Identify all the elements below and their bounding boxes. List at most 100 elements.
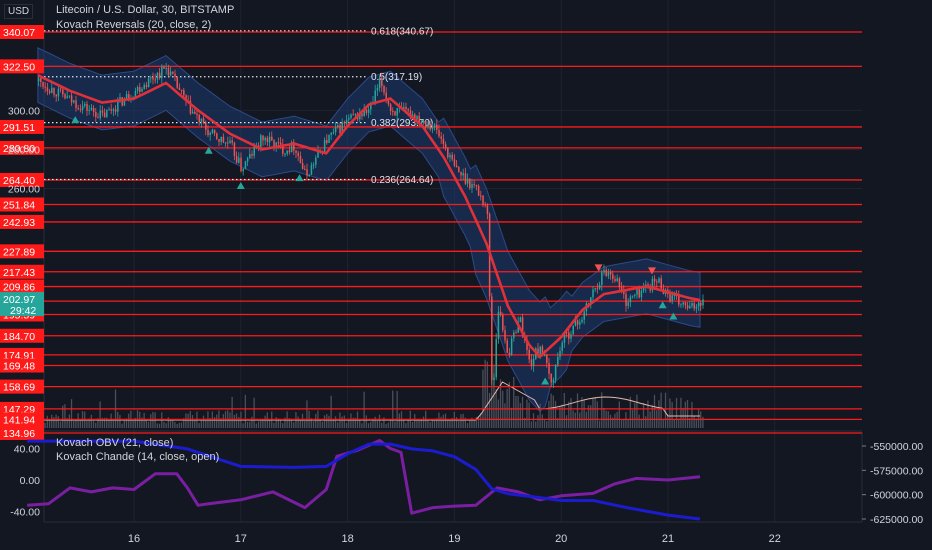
volume-bar (480, 412, 482, 428)
candle-body (570, 334, 572, 339)
candle-body (521, 317, 524, 336)
volume-bar (612, 417, 614, 428)
horizontal-levels: 340.07 322.50 291.51 280.80 264.40 251.84 242.… (0, 25, 862, 440)
volume-bar (623, 419, 625, 428)
volume-bar (279, 419, 282, 428)
indicator-legend[interactable]: Kovach Reversals (20, close, 2) (56, 19, 212, 31)
level-label-bg (0, 264, 44, 279)
volume-bar (97, 418, 99, 428)
volume-bar (57, 416, 59, 428)
candle-body (462, 173, 464, 176)
candle-body (147, 78, 150, 87)
time-tick-label: 21 (662, 533, 674, 545)
volume-bar (95, 422, 97, 428)
candle-body (510, 338, 513, 355)
candle-body (348, 118, 350, 120)
candle-body (244, 161, 247, 169)
candle-body (383, 86, 385, 93)
volume-bar (238, 416, 240, 428)
candle-body (605, 269, 607, 276)
candle-body (350, 114, 352, 119)
candle-body (306, 169, 308, 176)
volume-bar (524, 417, 526, 428)
candle-body (636, 289, 638, 295)
candle-body (191, 111, 194, 114)
level-label-bg (0, 197, 44, 212)
volume-bar (653, 394, 656, 428)
reversal-up-marker (204, 146, 213, 154)
candle-body (238, 157, 240, 163)
volume-bar (312, 421, 315, 428)
candle-body (273, 140, 275, 148)
volume-bar (673, 419, 675, 428)
candle-body (231, 140, 233, 143)
volume-bar (112, 420, 114, 428)
candle-body (416, 116, 418, 120)
candle-body (583, 311, 585, 320)
volume-bar (273, 422, 275, 428)
candle-body (530, 359, 533, 367)
candle-body (682, 302, 684, 305)
currency-button[interactable]: USD (4, 4, 34, 19)
volume-bar (359, 420, 361, 428)
volume-bar (86, 420, 88, 428)
candle-body (546, 355, 548, 364)
level-label: 251.84 (3, 199, 35, 211)
level-label-bg (0, 59, 44, 74)
candle-body (572, 325, 574, 335)
volume-bar (574, 412, 576, 428)
chande-legend[interactable]: Kovach Chande (14, close, open) (56, 451, 220, 463)
candle-body (387, 100, 390, 105)
candle-body (150, 77, 152, 79)
candle-body (601, 272, 603, 285)
volume-bar (499, 379, 502, 428)
volume-bar (473, 419, 475, 428)
candle-body (279, 142, 282, 145)
obv-legend[interactable]: Kovach OBV (21, close) (56, 437, 174, 449)
volume-bar (92, 420, 95, 428)
candle-body (609, 271, 612, 275)
volume-bar (290, 418, 293, 428)
volume-bar (411, 421, 414, 428)
candle-body (293, 141, 295, 151)
candle-body (211, 129, 214, 133)
kovach-band (37, 46, 701, 413)
level-label-bg (0, 379, 44, 394)
candle-body (339, 125, 341, 134)
volume-bar (209, 418, 211, 428)
candle-body (323, 140, 326, 153)
candle-body (671, 295, 673, 302)
candle-body (528, 349, 530, 360)
volume-bar (191, 415, 194, 428)
volume-bar (455, 417, 458, 428)
volume-bar (636, 394, 638, 428)
volume-bar (51, 414, 53, 428)
kovach-band-area (37, 46, 701, 413)
candle-body (251, 154, 253, 156)
candle-body (596, 288, 599, 290)
candle-body (365, 109, 368, 113)
time-tick-label: 16 (128, 533, 140, 545)
volume-bar (464, 417, 466, 428)
volume-bar (614, 413, 616, 428)
candle-body (702, 299, 704, 306)
volume-bar (449, 420, 451, 428)
volume-bar (220, 418, 222, 428)
candle-body (480, 195, 482, 197)
volume-bar (671, 402, 673, 428)
candle-body (700, 302, 702, 306)
candle-body (103, 112, 106, 118)
candle-body (84, 103, 86, 106)
obv-tick-label: -575000.00 (870, 465, 923, 477)
candle-body (92, 107, 95, 112)
level-label-bg (0, 328, 44, 343)
candle-body (603, 269, 605, 273)
volume-bar (493, 364, 495, 428)
volume-bar (141, 417, 143, 428)
volume-bar (603, 407, 605, 428)
volume-bar (675, 398, 678, 428)
candle-body (693, 303, 695, 309)
candle-body (106, 109, 108, 118)
